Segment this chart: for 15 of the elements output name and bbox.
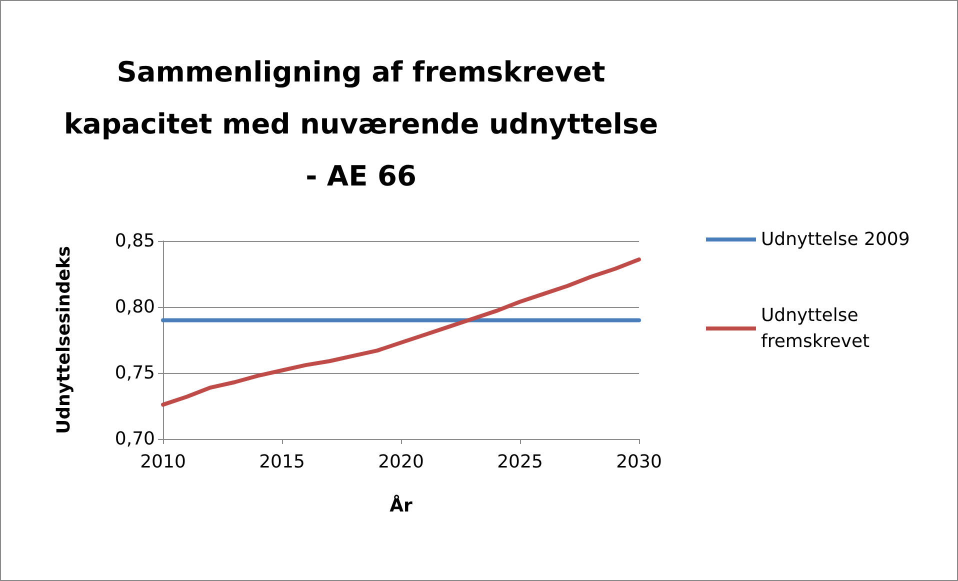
x-axis-title: År bbox=[390, 494, 413, 516]
chart-title: Sammenligning af fremskrevet kapacitet med nuværende udnyttelse - AE 66 bbox=[64, 56, 658, 192]
legend-label: Udnyttelse fremskrevet bbox=[761, 305, 870, 352]
legend-label: Udnyttelse 2009 bbox=[761, 229, 910, 250]
x-tick-label: 2025 bbox=[497, 452, 543, 472]
x-tick-label: 2030 bbox=[616, 452, 662, 472]
y-tick-label: 0,80 bbox=[114, 296, 155, 318]
line-series bbox=[161, 257, 641, 407]
y-tick-label: 0,85 bbox=[114, 230, 155, 252]
x-tick-label: 2015 bbox=[259, 452, 305, 472]
y-axis-title: Udnyttelsesindeks bbox=[54, 246, 74, 434]
x-tick-label: 2010 bbox=[140, 452, 186, 472]
y-tick-label: 0,75 bbox=[114, 362, 155, 384]
x-tick-label: 2020 bbox=[378, 452, 424, 472]
y-tick-label: 0,70 bbox=[114, 428, 155, 450]
